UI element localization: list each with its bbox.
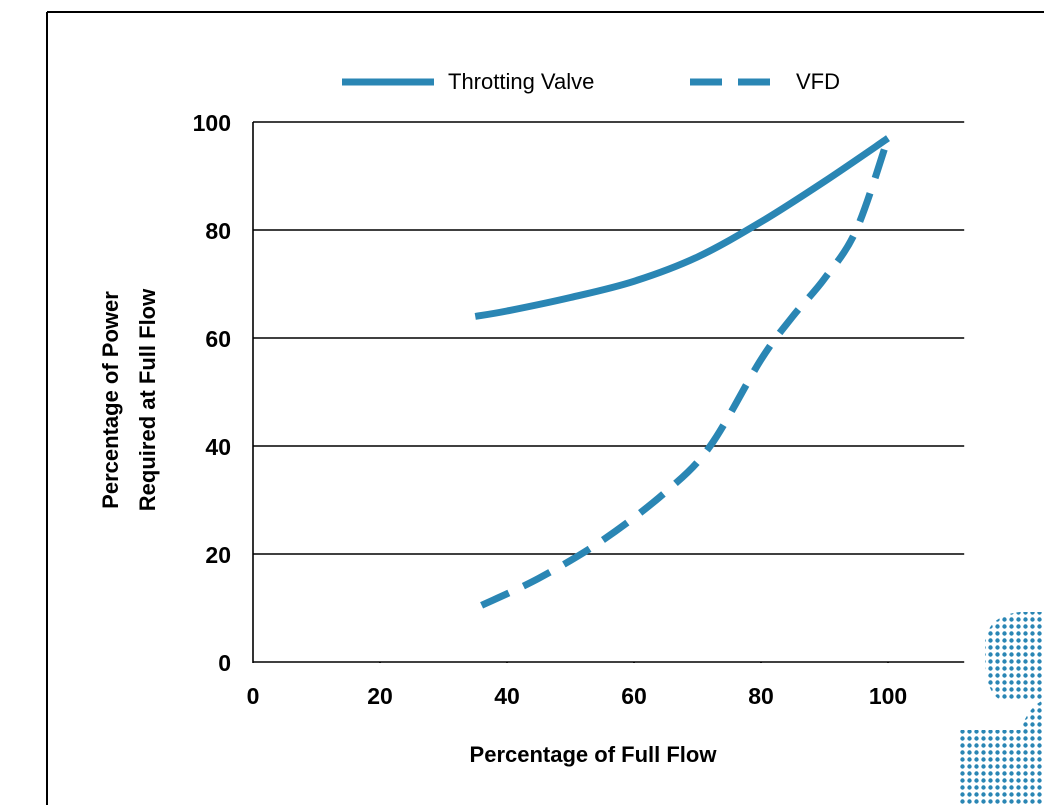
y-axis-title: Percentage of Power <box>98 291 123 509</box>
y-tick-label: 20 <box>205 542 231 568</box>
y-tick-label: 40 <box>205 434 231 460</box>
x-tick-label: 40 <box>494 683 520 709</box>
x-axis-title: Percentage of Full Flow <box>470 742 718 767</box>
series-line <box>480 137 892 609</box>
decoration <box>960 700 1044 805</box>
legend-label: VFD <box>796 69 840 94</box>
x-tick-label: 60 <box>621 683 647 709</box>
y-tick-label: 100 <box>193 110 231 136</box>
legend-label: Throtting Valve <box>448 69 594 94</box>
x-tick-label: 100 <box>869 683 907 709</box>
decoration <box>985 612 1044 700</box>
x-tick-label: 0 <box>247 683 260 709</box>
x-tick-label: 20 <box>367 683 393 709</box>
x-tick-label: 80 <box>748 683 774 709</box>
y-tick-label: 0 <box>218 650 231 676</box>
series-line <box>474 135 890 320</box>
y-tick-label: 80 <box>205 218 231 244</box>
y-axis-title: Required at Full Flow <box>135 288 160 511</box>
y-tick-label: 60 <box>205 326 231 352</box>
